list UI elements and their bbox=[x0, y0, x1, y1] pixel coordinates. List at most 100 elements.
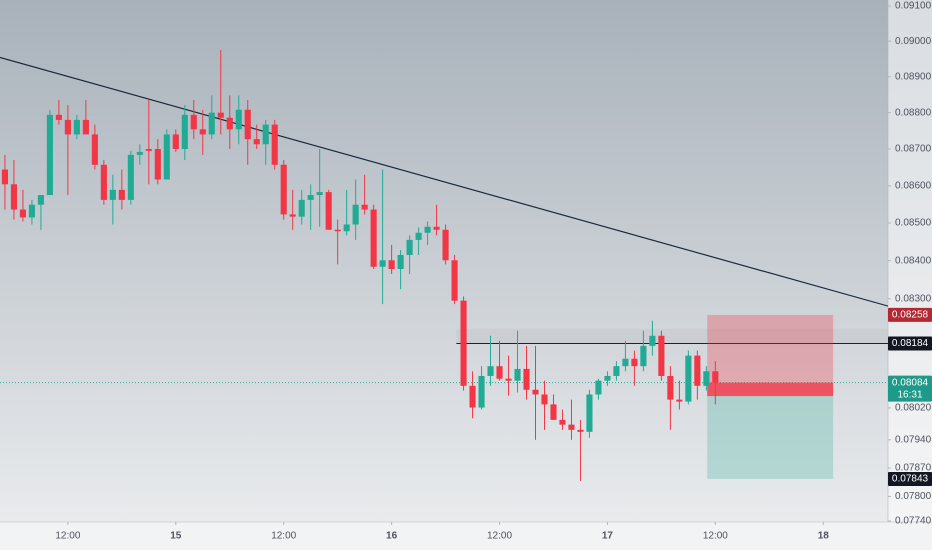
price-tag-label: 0.08258 bbox=[892, 310, 929, 321]
candle-body bbox=[37, 195, 44, 205]
y-tick-label: 0.08900 bbox=[895, 71, 932, 82]
candle-body bbox=[82, 119, 89, 135]
y-tick-label: 0.09100 bbox=[895, 1, 932, 12]
candle-body bbox=[109, 189, 116, 200]
y-tick-label: 0.07800 bbox=[895, 491, 932, 502]
candle-body bbox=[172, 134, 179, 150]
candle-body bbox=[667, 375, 674, 400]
candle-body bbox=[28, 204, 35, 218]
candle-body bbox=[271, 124, 278, 165]
candle-body bbox=[694, 355, 701, 386]
resistance-zone bbox=[456, 328, 888, 344]
price-tag-label: 0.07843 bbox=[892, 474, 929, 485]
candle-body bbox=[64, 119, 71, 135]
x-tick-label: 12:00 bbox=[271, 531, 296, 542]
candle-body bbox=[136, 151, 143, 155]
candle-body bbox=[487, 366, 494, 376]
x-tick-label: 17 bbox=[602, 531, 614, 542]
candle-body bbox=[244, 109, 251, 140]
candle-body bbox=[379, 260, 386, 267]
candle-body bbox=[1, 169, 9, 185]
candle-body bbox=[280, 164, 287, 215]
y-tick-label: 0.08700 bbox=[895, 144, 932, 155]
x-tick-label: 12:00 bbox=[55, 531, 80, 542]
candle-body bbox=[469, 385, 476, 408]
candle-body bbox=[361, 204, 368, 210]
candle-body bbox=[181, 114, 188, 150]
candle-body bbox=[541, 394, 548, 405]
candle-body bbox=[424, 226, 431, 233]
candle-body bbox=[325, 192, 332, 230]
y-tick-label: 0.08400 bbox=[895, 255, 932, 266]
stop-zone bbox=[707, 314, 834, 397]
candle-body bbox=[208, 112, 215, 135]
price-tag-label: 0.08084 bbox=[892, 377, 929, 388]
candle-body bbox=[388, 260, 395, 270]
candle-body bbox=[676, 399, 683, 402]
y-tick-label: 0.08600 bbox=[895, 180, 932, 191]
x-tick-label: 12:00 bbox=[487, 531, 512, 542]
target-zone bbox=[707, 396, 834, 479]
candle-body bbox=[298, 199, 305, 217]
candle-body bbox=[649, 335, 656, 346]
candle-body bbox=[550, 404, 557, 420]
price-tag-label: 0.08184 bbox=[892, 338, 929, 349]
y-tick-label: 0.08020 bbox=[895, 403, 932, 414]
y-tick-label: 0.07870 bbox=[895, 463, 932, 474]
price-axis-background bbox=[888, 0, 932, 522]
y-tick-label: 0.07940 bbox=[895, 434, 932, 445]
candle-body bbox=[19, 209, 26, 218]
candle-body bbox=[451, 260, 458, 301]
candle-body bbox=[586, 394, 593, 432]
candle-body bbox=[613, 366, 620, 376]
candle-body bbox=[415, 232, 422, 240]
candle-body bbox=[514, 368, 521, 381]
x-tick-label: 18 bbox=[818, 531, 830, 542]
candle-body bbox=[568, 424, 575, 430]
candle-body bbox=[145, 149, 152, 151]
countdown: 16:31 bbox=[897, 389, 922, 400]
candle-body bbox=[712, 371, 719, 383]
candle-body bbox=[10, 184, 17, 210]
y-tick-label: 0.07740 bbox=[895, 516, 932, 527]
y-tick-label: 0.08500 bbox=[895, 218, 932, 229]
candle-body bbox=[478, 375, 485, 408]
candle-body bbox=[253, 139, 260, 145]
time-axis-background bbox=[0, 522, 932, 550]
candle-body bbox=[334, 229, 341, 232]
y-tick-label: 0.08300 bbox=[895, 293, 932, 304]
candle-body bbox=[532, 389, 539, 395]
candle-body bbox=[505, 378, 512, 381]
candle-body bbox=[190, 114, 197, 130]
candle-body bbox=[604, 375, 611, 381]
candle-body bbox=[352, 204, 359, 225]
candle-body bbox=[406, 239, 413, 255]
candle-body bbox=[658, 335, 665, 376]
candle-body bbox=[262, 124, 269, 145]
candle-body bbox=[226, 117, 233, 130]
candle-body bbox=[460, 300, 467, 386]
candle-body bbox=[397, 254, 404, 270]
candle-body bbox=[640, 345, 647, 367]
axes: 0.09100 0.09000 0.08900 0.08800 0.08700 0.086… bbox=[55, 1, 931, 542]
candle-body bbox=[235, 109, 242, 130]
candle-body bbox=[127, 154, 134, 200]
candle-body bbox=[631, 358, 638, 367]
candle-body bbox=[154, 149, 161, 180]
price-tag bbox=[888, 336, 932, 351]
x-tick-label: 12:00 bbox=[703, 531, 728, 542]
candle-body bbox=[118, 189, 125, 200]
candle-body bbox=[73, 119, 80, 135]
price-tag bbox=[888, 471, 932, 486]
candle-body bbox=[442, 229, 449, 261]
x-tick-label: 16 bbox=[386, 531, 398, 542]
price-tag bbox=[888, 375, 932, 402]
candle-body bbox=[595, 380, 602, 395]
candle-body bbox=[496, 366, 503, 379]
candle-body bbox=[370, 209, 377, 267]
candle-body bbox=[703, 371, 710, 386]
price-tag bbox=[888, 307, 932, 322]
candle-body bbox=[343, 224, 350, 232]
